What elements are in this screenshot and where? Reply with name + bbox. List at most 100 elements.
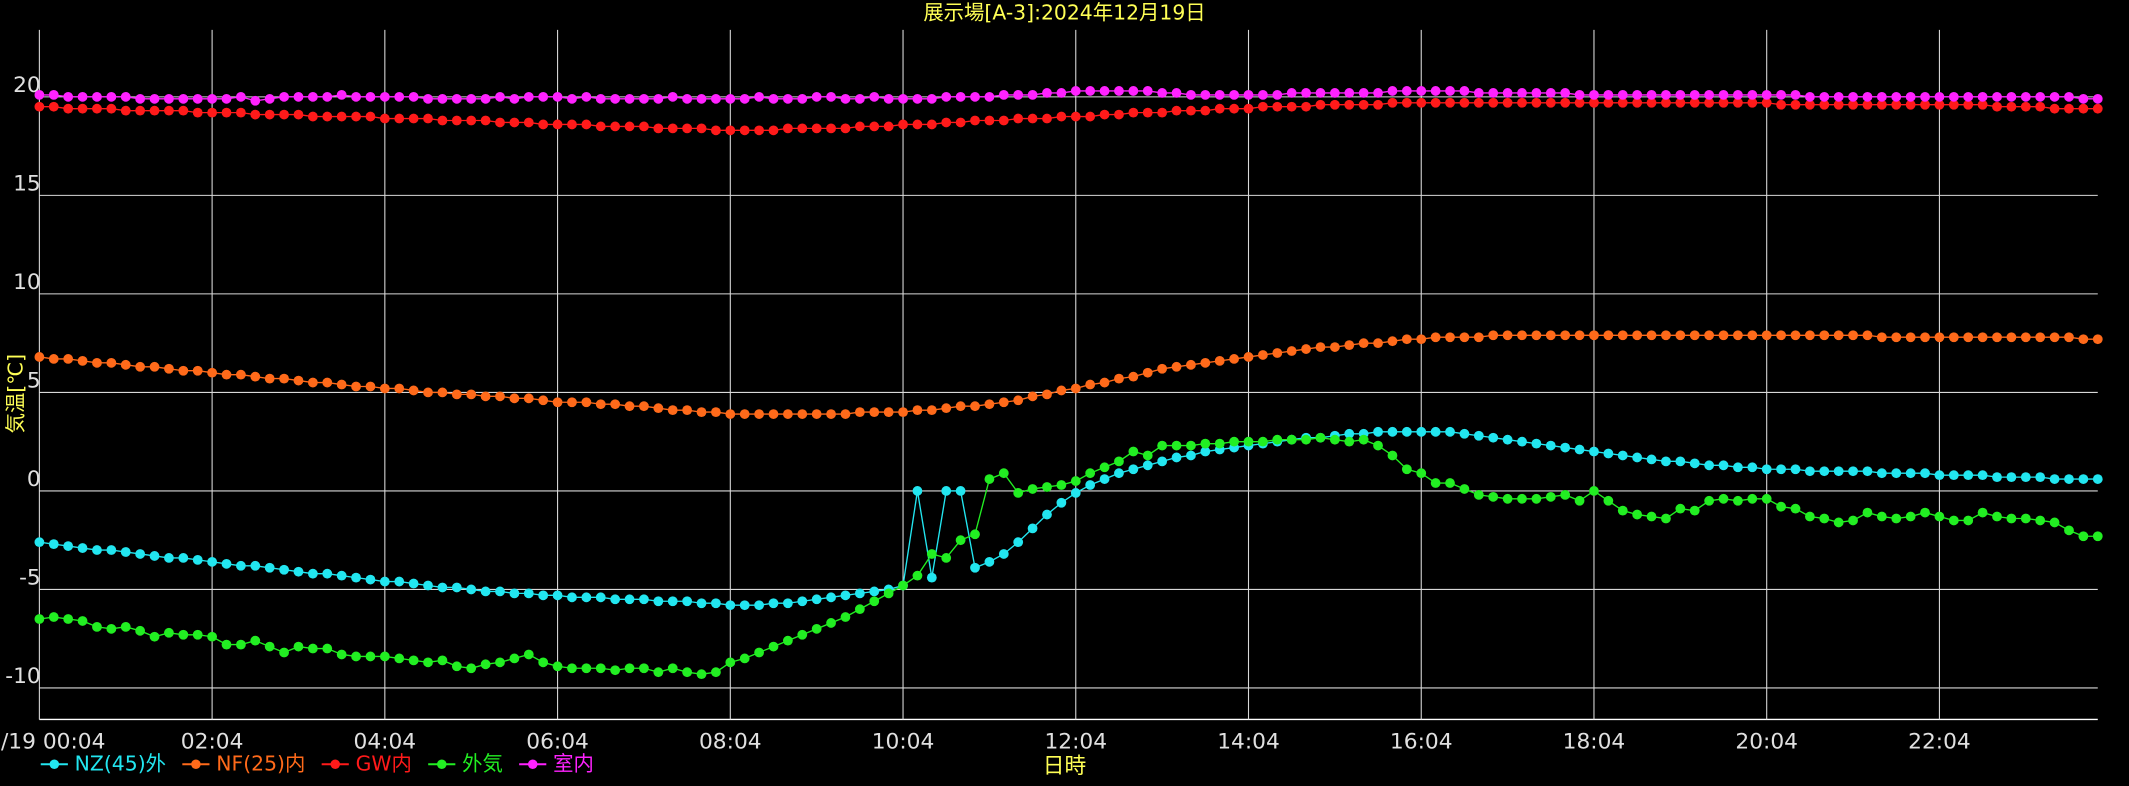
data-point bbox=[34, 614, 45, 624]
data-point bbox=[1905, 99, 1916, 110]
data-point bbox=[250, 95, 261, 106]
data-point bbox=[1589, 446, 1599, 457]
data-point bbox=[1704, 460, 1715, 471]
data-point bbox=[1070, 476, 1081, 486]
data-point bbox=[92, 357, 102, 368]
data-point bbox=[1833, 466, 1844, 477]
data-point bbox=[1272, 89, 1283, 100]
data-point bbox=[394, 576, 405, 587]
data-point bbox=[1243, 103, 1254, 114]
data-point bbox=[135, 361, 146, 372]
data-point bbox=[106, 103, 117, 114]
data-point bbox=[768, 641, 779, 652]
data-point bbox=[2078, 334, 2089, 345]
data-point bbox=[725, 93, 736, 104]
data-point bbox=[1157, 107, 1168, 118]
data-point bbox=[1214, 89, 1225, 100]
data-point bbox=[1186, 440, 1196, 451]
data-point bbox=[1085, 468, 1096, 479]
data-point bbox=[264, 109, 275, 120]
data-point bbox=[782, 93, 793, 104]
data-point bbox=[1373, 99, 1383, 110]
data-point bbox=[1430, 86, 1441, 96]
data-point bbox=[811, 594, 822, 605]
data-point bbox=[1027, 113, 1038, 124]
data-point bbox=[739, 653, 750, 664]
data-point bbox=[1617, 89, 1628, 100]
x-tick-label: 02:04 bbox=[181, 730, 244, 755]
data-point bbox=[696, 598, 707, 609]
data-point bbox=[1934, 332, 1945, 343]
x-tick-label: 06:04 bbox=[526, 730, 589, 755]
data-point bbox=[552, 397, 563, 408]
data-point bbox=[1430, 332, 1441, 343]
data-point bbox=[1358, 99, 1369, 110]
data-point bbox=[682, 93, 693, 104]
data-point bbox=[1099, 462, 1110, 473]
data-point bbox=[164, 627, 174, 638]
data-point bbox=[595, 592, 606, 603]
data-point bbox=[236, 639, 246, 650]
y-tick-label: 10 bbox=[13, 270, 41, 295]
data-point bbox=[1401, 334, 1412, 345]
data-point bbox=[1301, 344, 1311, 354]
data-point bbox=[1675, 503, 1686, 514]
data-point bbox=[2035, 101, 2046, 112]
data-point bbox=[1488, 432, 1499, 443]
data-point bbox=[1804, 466, 1815, 477]
data-point bbox=[1776, 330, 1786, 341]
data-point bbox=[1229, 89, 1239, 100]
data-point bbox=[1387, 86, 1398, 96]
data-point bbox=[192, 365, 203, 376]
data-point bbox=[2006, 91, 2017, 102]
data-point bbox=[1963, 470, 1974, 481]
data-point bbox=[667, 123, 678, 134]
data-point bbox=[466, 93, 477, 104]
data-point bbox=[149, 631, 160, 642]
data-point bbox=[1459, 332, 1470, 343]
data-point bbox=[984, 556, 995, 567]
data-point bbox=[1545, 440, 1556, 451]
data-point bbox=[480, 391, 491, 402]
data-point bbox=[408, 385, 419, 396]
data-point bbox=[178, 553, 189, 563]
data-point bbox=[1531, 97, 1542, 108]
data-point bbox=[1344, 340, 1355, 351]
data-point bbox=[2064, 332, 2074, 343]
data-point bbox=[1948, 332, 1959, 343]
data-point bbox=[1675, 456, 1686, 467]
data-point bbox=[1070, 383, 1081, 394]
data-point bbox=[1761, 97, 1772, 108]
data-point bbox=[106, 623, 117, 634]
data-point bbox=[1833, 330, 1844, 341]
data-point bbox=[1948, 470, 1959, 481]
data-point bbox=[135, 105, 146, 116]
data-point bbox=[826, 123, 836, 134]
data-point bbox=[1646, 454, 1657, 465]
data-point bbox=[1718, 330, 1729, 341]
data-point bbox=[77, 91, 88, 102]
data-point bbox=[538, 119, 549, 130]
data-point bbox=[1661, 97, 1671, 108]
data-point bbox=[2078, 93, 2089, 104]
data-point bbox=[1229, 354, 1239, 364]
data-point bbox=[1042, 482, 1052, 492]
data-point bbox=[1027, 523, 1038, 534]
data-point bbox=[725, 657, 736, 668]
data-point bbox=[711, 598, 721, 609]
data-point bbox=[1862, 99, 1873, 110]
data-point bbox=[336, 379, 347, 390]
data-point bbox=[1963, 515, 1974, 526]
data-point bbox=[135, 549, 146, 559]
data-point bbox=[106, 91, 117, 102]
data-point bbox=[1646, 511, 1657, 522]
data-point bbox=[1214, 103, 1225, 114]
data-point bbox=[1661, 456, 1671, 467]
data-point bbox=[149, 361, 160, 372]
data-point bbox=[1142, 450, 1153, 461]
data-point bbox=[1804, 91, 1815, 102]
data-point bbox=[1243, 436, 1254, 447]
data-point bbox=[998, 397, 1009, 408]
data-point bbox=[782, 598, 793, 609]
data-point bbox=[653, 403, 664, 414]
